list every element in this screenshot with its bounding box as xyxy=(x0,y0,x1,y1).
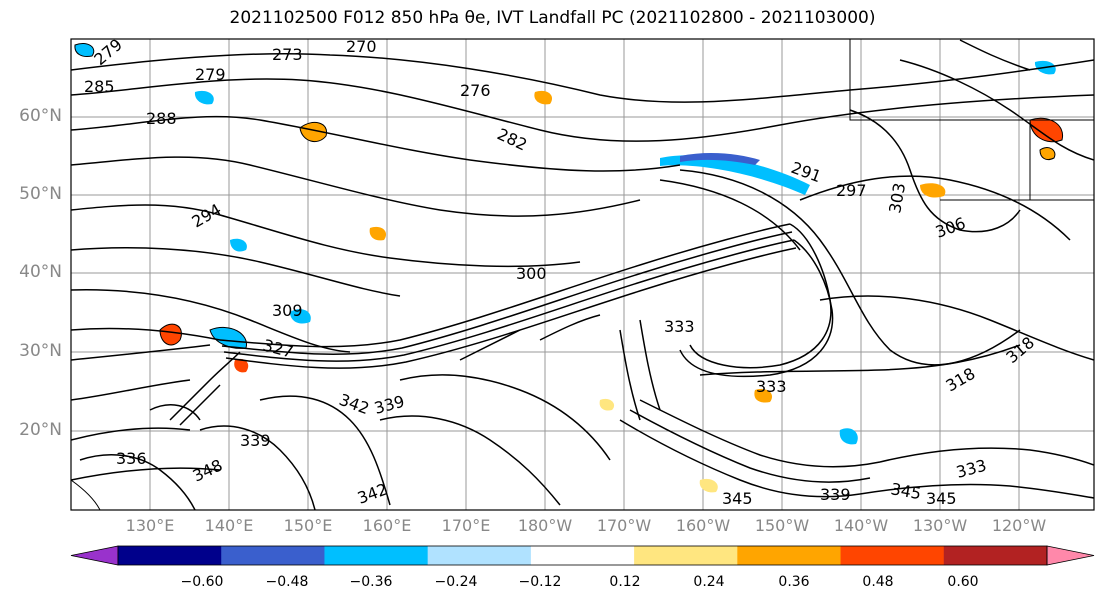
colorbar-segment xyxy=(737,546,842,565)
lon-label: 160°E xyxy=(362,516,412,535)
contour-label: 339 xyxy=(820,485,851,504)
colorbar-tick-label: −0.36 xyxy=(349,574,393,590)
lon-label: 130°E xyxy=(125,516,175,535)
colorbar-tick-label: 0.60 xyxy=(947,574,979,590)
lon-label: 150°W xyxy=(754,516,810,535)
colorbar-segment xyxy=(634,546,738,565)
colorbar-segment xyxy=(530,546,635,565)
colorbar-border xyxy=(117,545,1048,566)
colorbar-tick-label: 0.24 xyxy=(693,574,725,590)
contour-label: 297 xyxy=(836,181,867,200)
colorbar-tick-label: 0.36 xyxy=(778,574,810,590)
contour-label: 285 xyxy=(84,77,115,96)
colorbar xyxy=(70,545,1095,566)
colorbar-segment xyxy=(221,546,325,565)
colorbar-tick-label: −0.48 xyxy=(265,574,309,590)
lon-label: 120°W xyxy=(991,516,1047,535)
colorbar-tick-label: 0.12 xyxy=(609,574,641,590)
map-frame xyxy=(70,38,1095,511)
contour-label: 333 xyxy=(756,377,787,396)
contour-label: 273 xyxy=(272,45,303,64)
colorbar-segment xyxy=(118,546,222,565)
lon-label: 140°E xyxy=(204,516,254,535)
colorbar-tick-label: 0.48 xyxy=(862,574,894,590)
map-area xyxy=(71,39,1094,510)
lon-label: 150°E xyxy=(283,516,333,535)
lat-label: 50°N xyxy=(19,184,62,204)
lat-label: 60°N xyxy=(19,106,62,126)
lat-label: 30°N xyxy=(19,341,62,361)
contour-label: 336 xyxy=(116,449,147,468)
contour-label: 339 xyxy=(240,431,271,450)
theta-e-contours xyxy=(71,39,1094,510)
lon-label: 170°W xyxy=(596,516,652,535)
contour-label: 279 xyxy=(195,65,226,84)
lon-label: 160°W xyxy=(675,516,731,535)
contour-label: 333 xyxy=(664,317,695,336)
colorbar-segment xyxy=(427,546,532,565)
colorbar-tick-label: −0.24 xyxy=(434,574,478,590)
coastlines xyxy=(71,39,1094,510)
colorbar-tick-label: −0.12 xyxy=(518,574,562,590)
colorbar-extend-left xyxy=(70,545,119,566)
lon-label: 180°W xyxy=(517,516,573,535)
contour-label: 309 xyxy=(272,301,303,320)
contour-label: 345 xyxy=(722,489,753,508)
gridlines xyxy=(71,39,1094,510)
lon-label: 140°W xyxy=(833,516,889,535)
pc-shading xyxy=(74,42,1064,493)
map-title: 2021102500 F012 850 hPa θe, IVT Landfall… xyxy=(229,8,876,28)
contour-label: 270 xyxy=(346,37,377,56)
lon-label: 170°E xyxy=(441,516,491,535)
colorbar-segment xyxy=(840,546,945,565)
contour-label: 276 xyxy=(460,81,491,100)
lat-label: 20°N xyxy=(19,420,62,440)
lat-label: 40°N xyxy=(19,262,62,282)
contour-label: 288 xyxy=(146,109,177,128)
colorbar-segment xyxy=(324,546,429,565)
lon-label: 130°W xyxy=(912,516,968,535)
colorbar-extend-right xyxy=(1046,545,1095,566)
colorbar-segment xyxy=(943,546,1048,565)
contour-label: 345 xyxy=(926,489,957,508)
contour-label: 300 xyxy=(516,264,547,283)
colorbar-tick-label: −0.60 xyxy=(180,574,224,590)
